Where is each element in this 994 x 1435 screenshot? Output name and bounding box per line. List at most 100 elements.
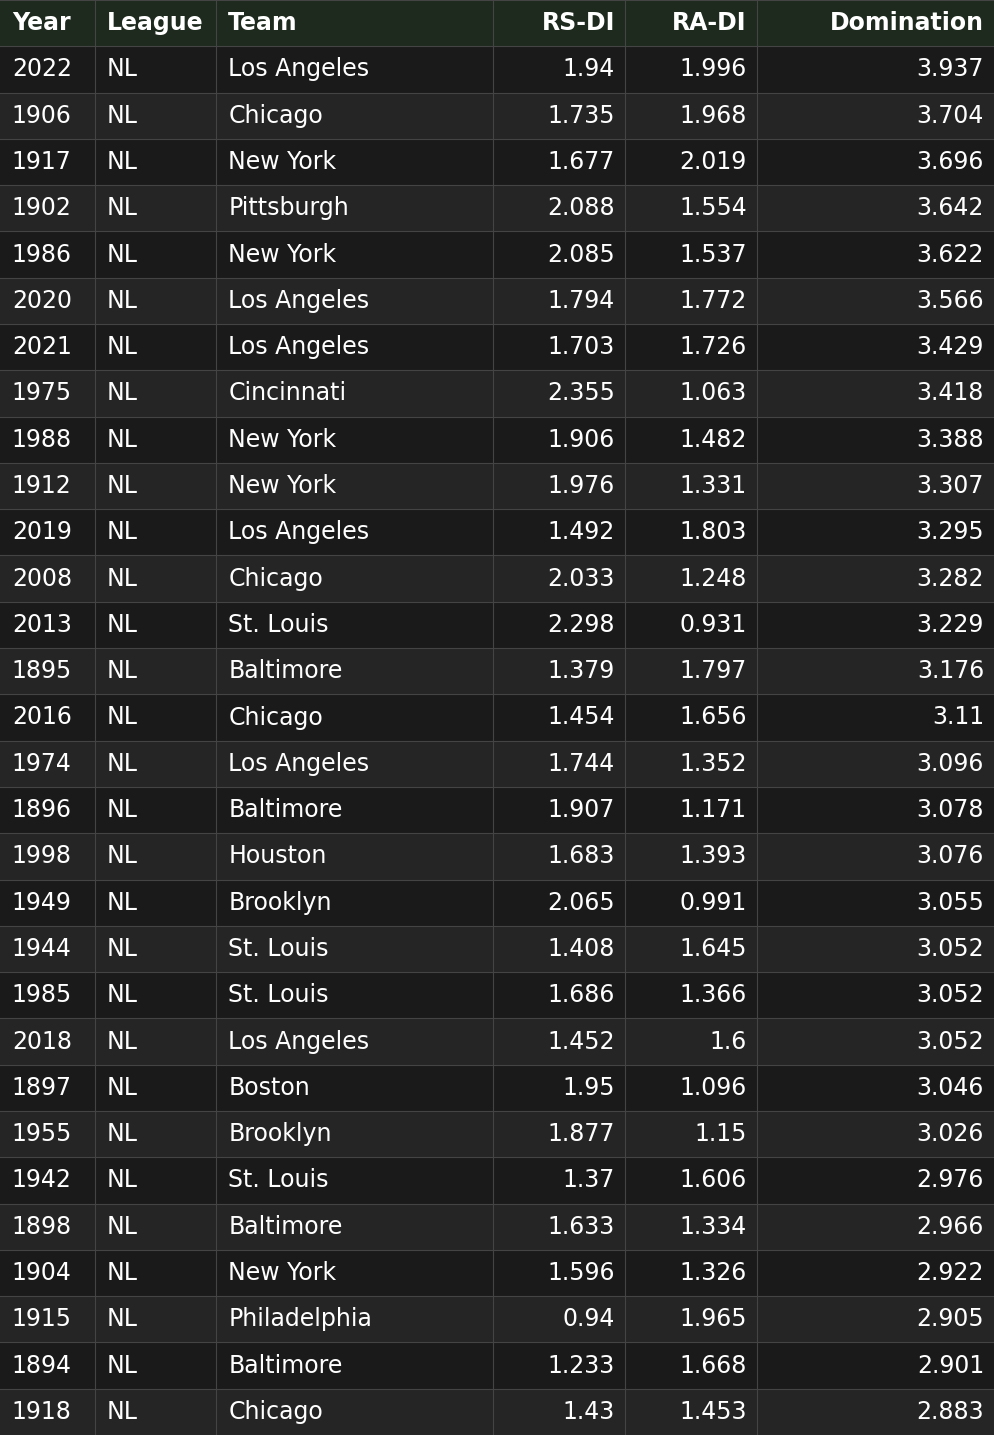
Bar: [0, 231, 994, 278]
Text: Los Angeles: Los Angeles: [229, 752, 369, 776]
Bar: [0, 509, 994, 555]
Text: Los Angeles: Los Angeles: [229, 57, 369, 82]
Bar: [0, 139, 994, 185]
Text: 1896: 1896: [12, 798, 72, 822]
Text: NL: NL: [106, 428, 138, 452]
Text: 1942: 1942: [12, 1168, 72, 1192]
Text: League: League: [106, 11, 204, 34]
Text: 1974: 1974: [12, 752, 72, 776]
Text: Baltimore: Baltimore: [229, 1214, 343, 1238]
Text: 2.065: 2.065: [548, 891, 615, 914]
Bar: [0, 786, 994, 834]
Text: 1.656: 1.656: [679, 706, 746, 729]
Text: 3.566: 3.566: [916, 288, 984, 313]
Text: Los Angeles: Los Angeles: [229, 1029, 369, 1053]
Text: NL: NL: [106, 1122, 138, 1147]
Text: NL: NL: [106, 103, 138, 128]
Text: Los Angeles: Los Angeles: [229, 288, 369, 313]
Text: 2013: 2013: [12, 613, 72, 637]
Text: NL: NL: [106, 197, 138, 221]
Text: NL: NL: [106, 983, 138, 1007]
Text: 0.94: 0.94: [563, 1307, 615, 1332]
Text: 1.171: 1.171: [680, 798, 746, 822]
Text: 3.696: 3.696: [916, 151, 984, 174]
Bar: [0, 46, 994, 93]
Text: NL: NL: [106, 844, 138, 868]
Text: 1.735: 1.735: [548, 103, 615, 128]
Text: 1.965: 1.965: [679, 1307, 746, 1332]
Text: Baltimore: Baltimore: [229, 659, 343, 683]
Text: Chicago: Chicago: [229, 706, 323, 729]
Text: 2.905: 2.905: [916, 1307, 984, 1332]
Text: NL: NL: [106, 752, 138, 776]
Text: 1.37: 1.37: [563, 1168, 615, 1192]
Text: NL: NL: [106, 659, 138, 683]
Text: 1.686: 1.686: [548, 983, 615, 1007]
Text: 1.452: 1.452: [548, 1029, 615, 1053]
Text: NL: NL: [106, 288, 138, 313]
Text: New York: New York: [229, 428, 336, 452]
Text: RA-DI: RA-DI: [672, 11, 746, 34]
Text: 3.046: 3.046: [916, 1076, 984, 1099]
Bar: [0, 1065, 994, 1111]
Text: 1.677: 1.677: [548, 151, 615, 174]
Bar: [0, 834, 994, 880]
Text: 1.95: 1.95: [563, 1076, 615, 1099]
Text: 2.088: 2.088: [548, 197, 615, 221]
Text: 1.668: 1.668: [679, 1353, 746, 1378]
Text: 1.331: 1.331: [680, 474, 746, 498]
Text: 2.883: 2.883: [916, 1401, 984, 1424]
Text: NL: NL: [106, 336, 138, 359]
Text: NL: NL: [106, 1076, 138, 1099]
Text: 1955: 1955: [12, 1122, 73, 1147]
Bar: [0, 1250, 994, 1296]
Text: Chicago: Chicago: [229, 103, 323, 128]
Bar: [0, 185, 994, 231]
Text: 3.642: 3.642: [916, 197, 984, 221]
Text: NL: NL: [106, 567, 138, 591]
Text: 1.683: 1.683: [548, 844, 615, 868]
Text: Brooklyn: Brooklyn: [229, 1122, 332, 1147]
Text: Brooklyn: Brooklyn: [229, 891, 332, 914]
Text: 3.052: 3.052: [916, 983, 984, 1007]
Text: Baltimore: Baltimore: [229, 1353, 343, 1378]
Text: 1917: 1917: [12, 151, 72, 174]
Text: 1.996: 1.996: [680, 57, 746, 82]
Text: Baltimore: Baltimore: [229, 798, 343, 822]
Text: 2.976: 2.976: [916, 1168, 984, 1192]
Text: 3.622: 3.622: [916, 243, 984, 267]
Text: 3.937: 3.937: [916, 57, 984, 82]
Text: NL: NL: [106, 706, 138, 729]
Text: 3.096: 3.096: [916, 752, 984, 776]
Text: 1.408: 1.408: [548, 937, 615, 961]
Text: St. Louis: St. Louis: [229, 983, 329, 1007]
Text: 3.078: 3.078: [916, 798, 984, 822]
Text: 2021: 2021: [12, 336, 72, 359]
Text: 1894: 1894: [12, 1353, 72, 1378]
Bar: [0, 0, 994, 46]
Text: 1.366: 1.366: [680, 983, 746, 1007]
Text: 2018: 2018: [12, 1029, 72, 1053]
Text: 1944: 1944: [12, 937, 72, 961]
Text: NL: NL: [106, 1401, 138, 1424]
Text: Los Angeles: Los Angeles: [229, 521, 369, 544]
Text: NL: NL: [106, 382, 138, 406]
Bar: [0, 416, 994, 464]
Text: 1.096: 1.096: [680, 1076, 746, 1099]
Text: Cincinnati: Cincinnati: [229, 382, 346, 406]
Text: 3.388: 3.388: [916, 428, 984, 452]
Text: Houston: Houston: [229, 844, 326, 868]
Text: 1.248: 1.248: [679, 567, 746, 591]
Bar: [0, 971, 994, 1019]
Text: Team: Team: [229, 11, 298, 34]
Text: 1906: 1906: [12, 103, 72, 128]
Text: 1.907: 1.907: [548, 798, 615, 822]
Text: 3.11: 3.11: [932, 706, 984, 729]
Text: 3.076: 3.076: [916, 844, 984, 868]
Text: Philadelphia: Philadelphia: [229, 1307, 372, 1332]
Text: 1.703: 1.703: [548, 336, 615, 359]
Bar: [0, 1019, 994, 1065]
Text: 1.976: 1.976: [548, 474, 615, 498]
Text: 1.968: 1.968: [679, 103, 746, 128]
Text: 1912: 1912: [12, 474, 72, 498]
